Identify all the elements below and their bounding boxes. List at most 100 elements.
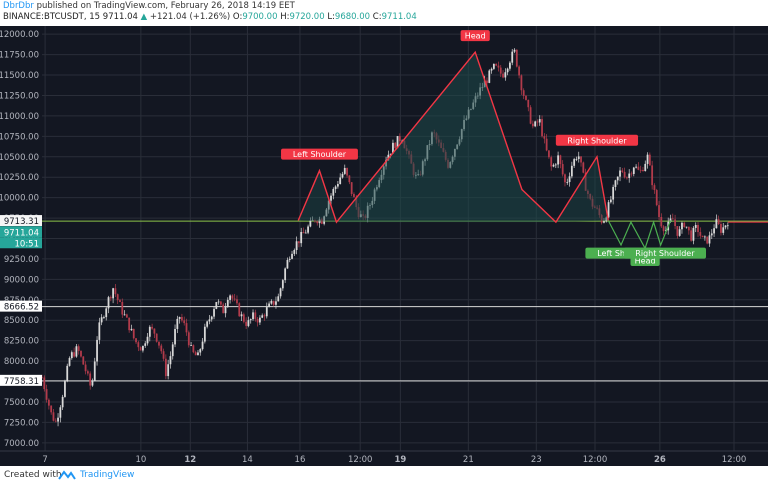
candle-body — [226, 299, 229, 307]
candle-body — [518, 66, 521, 76]
candle-body — [600, 215, 603, 223]
time-axis[interactable]: 7 10 12 14 16 12:00 19 21 23 12:00 26 12:00 — [0, 450, 768, 466]
candle-body — [298, 241, 300, 244]
candle-body — [224, 306, 227, 314]
candle-body — [715, 219, 718, 229]
candle-body — [164, 358, 167, 377]
publish-line: DbrDbr published on TradingView.com, Feb… — [3, 1, 295, 12]
low-label: L: — [327, 12, 335, 22]
candle-body — [302, 232, 305, 234]
candle-body — [660, 216, 663, 227]
symbol-line: BINANCE:BTCUSDT, 15 9711.04 ▲ +121.04 (+… — [3, 12, 417, 23]
candle-body — [242, 314, 245, 322]
candle-body — [249, 319, 252, 321]
candle-body — [584, 172, 587, 191]
candle-body — [93, 361, 96, 381]
candle-body — [247, 320, 250, 326]
candle-body — [75, 346, 78, 357]
candle-body — [240, 314, 243, 317]
candle-body — [486, 80, 488, 83]
candle-body — [614, 180, 617, 187]
candle-body — [265, 307, 268, 317]
candle-body — [713, 228, 715, 234]
candle-body — [210, 316, 213, 320]
candle-body — [171, 344, 174, 357]
candle-body — [158, 341, 160, 346]
pattern-label-bg — [281, 148, 358, 160]
small-pattern-label: Right Shoulder — [635, 249, 695, 258]
candle-body — [605, 217, 608, 222]
candle-body — [256, 318, 259, 323]
candle-body — [623, 171, 626, 178]
candle-body — [573, 159, 576, 166]
y-tick-label: 8250.00 — [4, 337, 39, 347]
candle-body — [683, 222, 686, 228]
candle-body — [268, 303, 270, 308]
candle-body — [160, 345, 163, 352]
candle-body — [181, 317, 183, 321]
tradingview-logo-icon — [58, 470, 76, 480]
candle-body — [669, 218, 672, 222]
pattern-label-bg — [555, 134, 639, 146]
candle-body — [692, 227, 695, 241]
right-shoulder-fill — [555, 156, 609, 223]
candle-body — [593, 206, 596, 208]
candle-body — [490, 68, 493, 71]
tradingview-link[interactable]: TradingView — [80, 470, 135, 480]
candle-body — [720, 223, 722, 233]
candle-body — [332, 189, 335, 196]
candle-body — [208, 319, 211, 322]
candle-body — [270, 300, 273, 304]
candle-body — [336, 184, 339, 187]
price-label-bg — [0, 226, 42, 238]
candle-body — [139, 347, 142, 351]
created-with-text: Created with — [4, 470, 62, 480]
pattern-line — [297, 50, 609, 224]
candle-body — [215, 302, 218, 309]
candle-body — [73, 352, 76, 357]
candle-body — [82, 356, 85, 365]
candle-body — [694, 224, 697, 228]
x-tick-label: 23 — [531, 455, 542, 465]
candle-body — [662, 226, 665, 232]
candle-body — [612, 186, 615, 200]
y-tick-label: 10500.00 — [0, 153, 39, 163]
candle-body — [637, 166, 640, 170]
candle-body — [651, 165, 654, 186]
pattern-label: Right Shoulder — [567, 136, 627, 145]
candle-body — [630, 173, 633, 175]
candle-body — [531, 123, 534, 127]
price-label-bg — [0, 215, 42, 227]
candle-body — [658, 205, 660, 217]
y-tick-label: 8000.00 — [4, 357, 39, 367]
small-pattern-label: Head — [635, 257, 656, 266]
candle-body — [50, 405, 53, 413]
candle-body — [339, 177, 342, 185]
candle-body — [103, 317, 105, 318]
candle-body — [66, 365, 69, 382]
candle-body — [77, 346, 80, 351]
candle-body — [105, 308, 108, 318]
candle-body — [128, 317, 131, 331]
candle-body — [295, 241, 298, 251]
author-link[interactable]: DbrDbr — [3, 1, 34, 11]
candle-body — [57, 417, 59, 422]
candle-body — [100, 317, 103, 323]
candle-body — [190, 345, 192, 346]
x-tick-label: 12:00 — [348, 455, 373, 465]
candle-body — [708, 235, 711, 244]
candle-body — [513, 49, 516, 52]
candle-body — [252, 312, 254, 320]
y-tick-label: 8500.00 — [4, 316, 39, 326]
price-axis[interactable]: 12000.00 11750.00 11500.00 11250.00 11000.00… — [0, 26, 42, 466]
candle-body — [300, 232, 303, 244]
candle-body — [644, 163, 647, 172]
candle-body — [548, 150, 550, 158]
candle-body — [607, 202, 610, 218]
candle-body — [394, 142, 397, 149]
candle-body — [261, 315, 264, 318]
candle-body — [320, 219, 323, 224]
candle-body — [148, 326, 151, 337]
candle-body — [497, 65, 500, 68]
